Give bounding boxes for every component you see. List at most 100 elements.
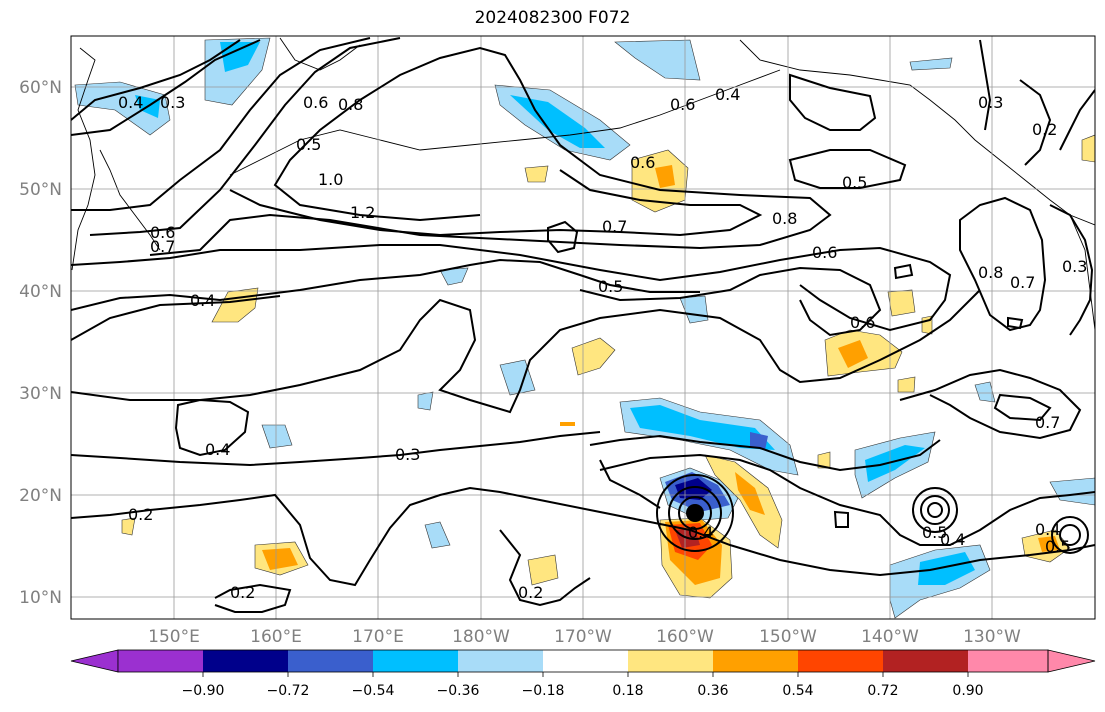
contour-ring <box>668 486 722 540</box>
colorbar: −0.90 −0.72 −0.54 −0.36 −0.18 0.18 0.36 … <box>70 649 1096 699</box>
contour-label: 0.7 <box>602 217 627 236</box>
contour <box>547 220 579 254</box>
colorbar-tick-label: −0.18 <box>522 683 565 699</box>
colorbar-segment <box>458 650 543 672</box>
contour <box>599 459 661 509</box>
colorbar-tick-label: −0.36 <box>437 683 480 699</box>
negative-patch <box>417 391 434 411</box>
map-title: 2024082300 F072 <box>474 8 631 28</box>
contour-label: 0.2 <box>518 583 543 602</box>
contour-ring <box>912 487 958 533</box>
contour <box>71 39 241 121</box>
contour-ring <box>1051 516 1089 554</box>
contour-ring <box>1059 524 1081 546</box>
colorbar-segment <box>203 650 288 672</box>
lon-label: 170°E <box>352 627 404 647</box>
contour <box>893 263 914 280</box>
negative-patch <box>630 405 775 450</box>
contour <box>589 434 941 472</box>
contour <box>499 529 591 607</box>
kamchatka-coast <box>71 47 96 271</box>
lat-label: 30°N <box>19 384 62 404</box>
colorbar-segment <box>118 650 203 672</box>
contour-ring <box>678 496 712 530</box>
positive-patch <box>655 165 675 188</box>
contour <box>789 73 877 131</box>
contour-label: 0.6 <box>850 313 875 332</box>
aleutian-islands <box>229 69 781 176</box>
contour-label: 0.5 <box>296 135 321 154</box>
contour-label: 0.5 <box>598 277 623 296</box>
negative-patch <box>220 42 260 72</box>
colorbar-segment <box>373 650 458 672</box>
contour <box>229 169 763 237</box>
negative-patch <box>750 432 768 450</box>
colorbar-tick-label: 0.54 <box>782 683 813 699</box>
contour <box>71 39 261 136</box>
contour <box>1007 316 1024 330</box>
colorbar-tick-label: 0.18 <box>612 683 643 699</box>
positive-patch <box>704 454 783 549</box>
colorbar-segment <box>883 650 968 672</box>
storm-center-marker <box>686 504 704 522</box>
contour <box>71 295 281 341</box>
lon-label: 140°W <box>861 627 919 647</box>
contour <box>71 244 952 332</box>
lon-label: 160°W <box>656 627 714 647</box>
lon-label: 150°W <box>759 627 817 647</box>
bering-coast <box>279 37 361 71</box>
colorbar-tick-label: 0.72 <box>867 683 898 699</box>
contour <box>899 368 1082 440</box>
lat-label: 50°N <box>19 180 62 200</box>
lon-label: 160°E <box>250 627 302 647</box>
na-west-coast <box>1069 214 1095 331</box>
contour-ring <box>656 474 734 552</box>
colorbar-frame <box>117 649 1049 673</box>
contour-label-layer: 0.4 0.3 0.5 0.6 0.8 1.0 1.2 0.6 0.7 0.4 … <box>118 85 1087 602</box>
contour <box>89 37 401 236</box>
positive-patch <box>838 340 868 368</box>
lat-label: 60°N <box>19 78 62 98</box>
colorbar-ticks <box>202 672 969 677</box>
negative-patch <box>614 39 701 81</box>
contour-label: 0.4 <box>715 85 740 104</box>
lat-label: 40°N <box>19 282 62 302</box>
contour-label: 0.4 <box>688 523 713 542</box>
negative-patch <box>439 267 469 286</box>
negative-patch <box>918 552 975 585</box>
positive-patch <box>897 376 916 393</box>
positive-patch <box>887 289 916 317</box>
plot-frame <box>70 35 1096 620</box>
contour <box>71 37 371 211</box>
contour <box>979 39 992 131</box>
contour <box>1019 79 1052 166</box>
contour-label: 0.2 <box>230 583 255 602</box>
contour-label: 0.6 <box>670 95 695 114</box>
negative-patch <box>1049 477 1095 506</box>
contour <box>599 453 1095 546</box>
contour-label: 0.3 <box>1062 257 1087 276</box>
contour-lines <box>71 37 1095 613</box>
contour-label: 0.8 <box>338 95 363 114</box>
negative-patch <box>675 478 712 500</box>
contour-label: 0.7 <box>150 237 175 256</box>
lon-label: 180°W <box>452 627 510 647</box>
negative-patch <box>865 445 925 482</box>
colorbar-extend-low <box>70 649 119 673</box>
colorbar-segment <box>798 650 883 672</box>
contour-label: 0.6 <box>150 223 175 242</box>
contour-label: 0.5 <box>922 523 947 542</box>
colorbar-segment <box>543 650 628 672</box>
contour <box>579 266 882 337</box>
contour-ring <box>920 495 950 525</box>
contour-label: 0.6 <box>630 153 655 172</box>
colorbar-tick-label: −0.54 <box>352 683 395 699</box>
contour <box>174 398 250 457</box>
contour-label: 0.4 <box>940 530 965 549</box>
latitude-labels: 60°N 50°N 40°N 30°N 20°N 10°N <box>19 78 62 608</box>
contour <box>214 583 292 613</box>
colorbar-tick-label: 0.36 <box>697 683 728 699</box>
contour <box>833 510 849 528</box>
lat-label: 20°N <box>19 486 62 506</box>
